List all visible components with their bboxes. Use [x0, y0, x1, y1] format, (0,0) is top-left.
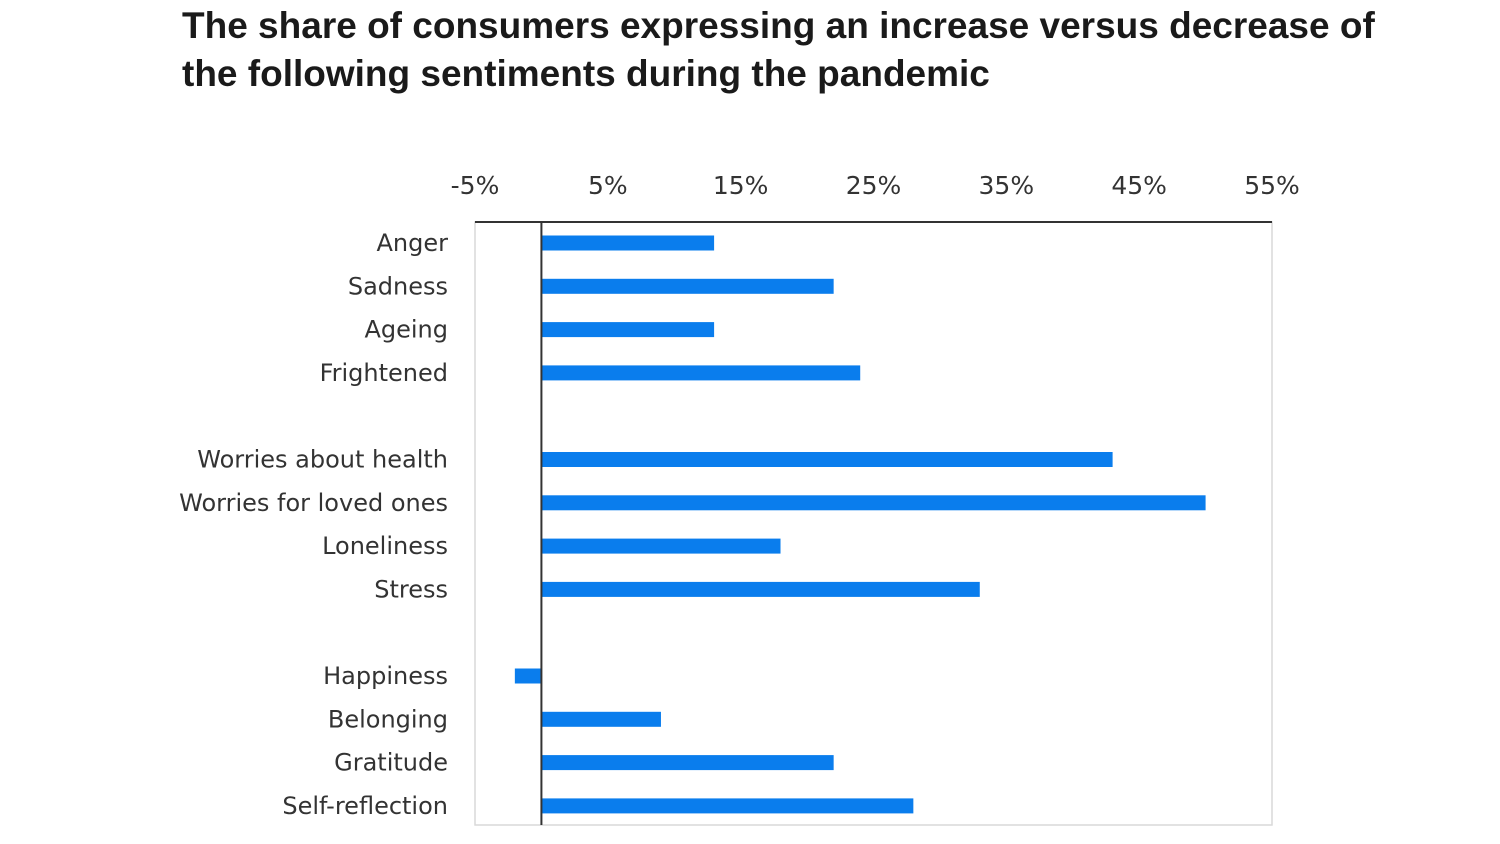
category-label: Anger — [377, 229, 449, 257]
x-tick-label: 25% — [846, 171, 902, 200]
bar-ageing — [541, 322, 715, 338]
x-tick-label: 35% — [979, 171, 1035, 200]
category-label: Self-reflection — [282, 792, 448, 820]
chart-title: The share of consumers expressing an inc… — [182, 5, 1375, 94]
x-tick-label: 15% — [713, 171, 769, 200]
category-label: Sadness — [348, 272, 448, 300]
category-label: Loneliness — [322, 532, 448, 560]
x-tick-label: 5% — [588, 171, 628, 200]
category-label: Gratitude — [334, 749, 448, 777]
bar-self-reflection — [541, 798, 914, 814]
bar-worries-for-loved-ones — [541, 495, 1206, 511]
bar-worries-about-health — [541, 452, 1113, 467]
category-label: Happiness — [323, 662, 448, 690]
category-label: Worries about health — [197, 446, 448, 474]
bar-happiness — [514, 668, 542, 684]
category-label: Belonging — [328, 705, 448, 733]
category-label: Stress — [374, 575, 448, 603]
category-label: Ageing — [364, 316, 448, 344]
x-tick-label: 55% — [1244, 171, 1300, 200]
category-label: Worries for loved ones — [179, 489, 448, 517]
bar-gratitude — [541, 755, 834, 771]
bar-anger — [541, 235, 715, 251]
plot-frame — [474, 221, 1273, 826]
x-tick-label: 45% — [1111, 171, 1167, 200]
bar-sadness — [541, 278, 834, 294]
bar-stress — [541, 581, 980, 597]
x-tick-label: -5% — [451, 171, 500, 200]
bar-loneliness — [541, 538, 781, 554]
bar-frightened — [541, 365, 861, 381]
category-label: Frightened — [320, 359, 448, 387]
bar-belonging — [541, 711, 661, 727]
